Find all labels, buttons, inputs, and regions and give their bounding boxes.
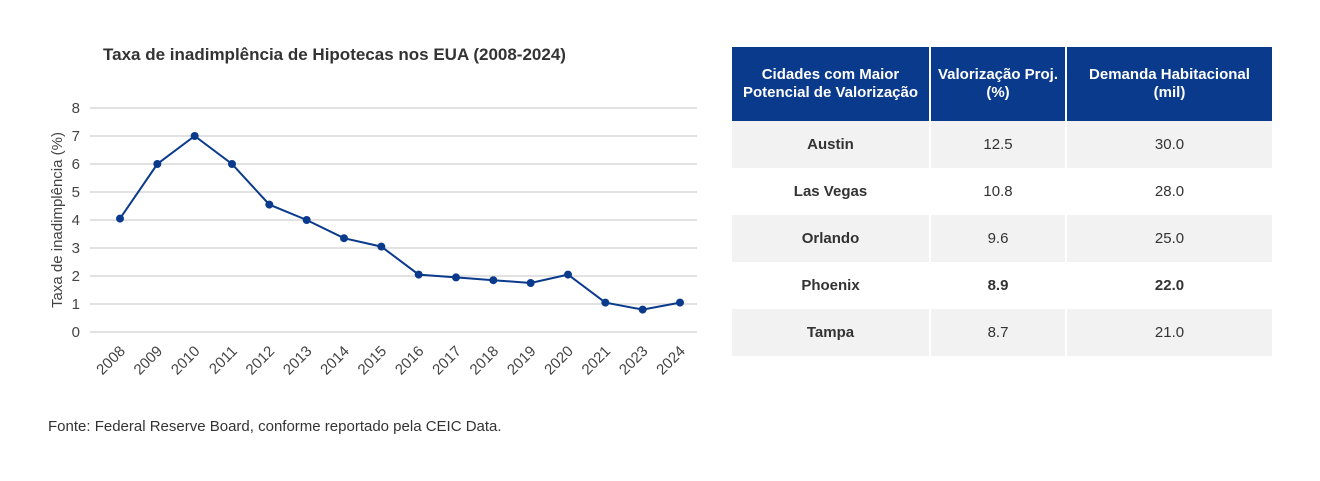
header-growth: Valorização Proj. (%) xyxy=(930,47,1067,121)
y-tick-label: 8 xyxy=(72,100,80,117)
data-point xyxy=(638,305,647,314)
table-row: Phoenix 8.9 22.0 xyxy=(732,262,1272,309)
data-point xyxy=(340,234,348,243)
y-tick-label: 0 xyxy=(72,324,80,341)
data-point xyxy=(302,216,311,224)
data-point xyxy=(265,200,274,209)
data-point xyxy=(601,298,610,307)
table-row: Las Vegas 10.8 28.0 xyxy=(732,168,1272,215)
x-tick-label: 2010 xyxy=(168,343,204,379)
city-cell: Orlando xyxy=(732,215,931,262)
y-tick-label: 4 xyxy=(72,212,80,229)
x-tick-label: 2015 xyxy=(355,343,391,379)
x-tick-label: 2020 xyxy=(541,343,577,379)
x-tick-label: 2013 xyxy=(280,343,316,379)
growth-cell: 8.7 xyxy=(930,309,1067,356)
data-point xyxy=(526,279,535,287)
data-point xyxy=(153,160,162,168)
x-tick-label: 2017 xyxy=(429,343,465,379)
x-tick-label: 2016 xyxy=(392,343,428,379)
y-tick-label: 2 xyxy=(72,268,80,285)
growth-cell: 8.9 xyxy=(930,262,1067,309)
x-tick-label: 2024 xyxy=(653,343,689,379)
city-cell: Phoenix xyxy=(732,262,931,309)
y-tick-label: 3 xyxy=(72,240,80,257)
city-cell: Las Vegas xyxy=(732,168,931,215)
x-tick-label: 2021 xyxy=(579,343,615,379)
cities-table: Cidades com Maior Potencial de Valorizaç… xyxy=(732,47,1272,356)
city-cell: Tampa xyxy=(732,309,931,356)
table-row: Orlando 9.6 25.0 xyxy=(732,215,1272,262)
series-line xyxy=(119,134,681,311)
header-demand: Demanda Habitacional (mil) xyxy=(1066,47,1272,121)
x-tick-label: 2014 xyxy=(317,343,353,379)
data-point xyxy=(414,270,423,279)
x-tick-label: 2018 xyxy=(467,343,503,379)
demand-cell: 25.0 xyxy=(1066,215,1272,262)
data-point xyxy=(452,273,460,282)
growth-cell: 12.5 xyxy=(930,121,1067,168)
y-tick-label: 7 xyxy=(72,128,80,145)
demand-cell: 28.0 xyxy=(1154,183,1185,200)
demand-cell: 21.0 xyxy=(1066,309,1272,356)
data-point xyxy=(489,276,498,285)
data-point xyxy=(228,160,236,168)
y-axis-label: Taxa de inadimplência (%) xyxy=(49,132,66,308)
x-tick-label: 2009 xyxy=(131,343,167,379)
chart-title: Taxa de inadimplência de Hipotecas nos E… xyxy=(103,45,566,64)
y-tick-label: 1 xyxy=(72,296,80,313)
data-point xyxy=(564,270,572,279)
data-point xyxy=(116,214,124,223)
growth-cell: 9.6 xyxy=(930,215,1067,262)
x-tick-label: 2023 xyxy=(616,343,652,379)
data-point xyxy=(377,242,386,251)
x-tick-label: 2008 xyxy=(93,343,129,379)
x-tick-label: 2011 xyxy=(206,343,241,378)
demand-cell: 30.0 xyxy=(1066,121,1272,168)
table-row: Tampa 8.7 21.0 xyxy=(732,309,1272,356)
header-city: Cidades com Maior Potencial de Valorizaç… xyxy=(732,47,931,121)
y-tick-label: 5 xyxy=(72,184,80,201)
growth-cell: 10.8 xyxy=(930,168,1067,215)
data-point xyxy=(676,298,684,307)
demand-cell: 22.0 xyxy=(1154,277,1185,294)
data-point xyxy=(190,132,199,140)
x-tick-label: 2012 xyxy=(243,343,279,379)
table-row: Austin 12.5 30.0 xyxy=(732,121,1272,168)
y-tick-label: 6 xyxy=(72,156,80,173)
city-cell: Austin xyxy=(732,121,931,168)
source-note: Fonte: Federal Reserve Board, conforme r… xyxy=(48,418,502,435)
x-tick-label: 2019 xyxy=(504,343,540,379)
